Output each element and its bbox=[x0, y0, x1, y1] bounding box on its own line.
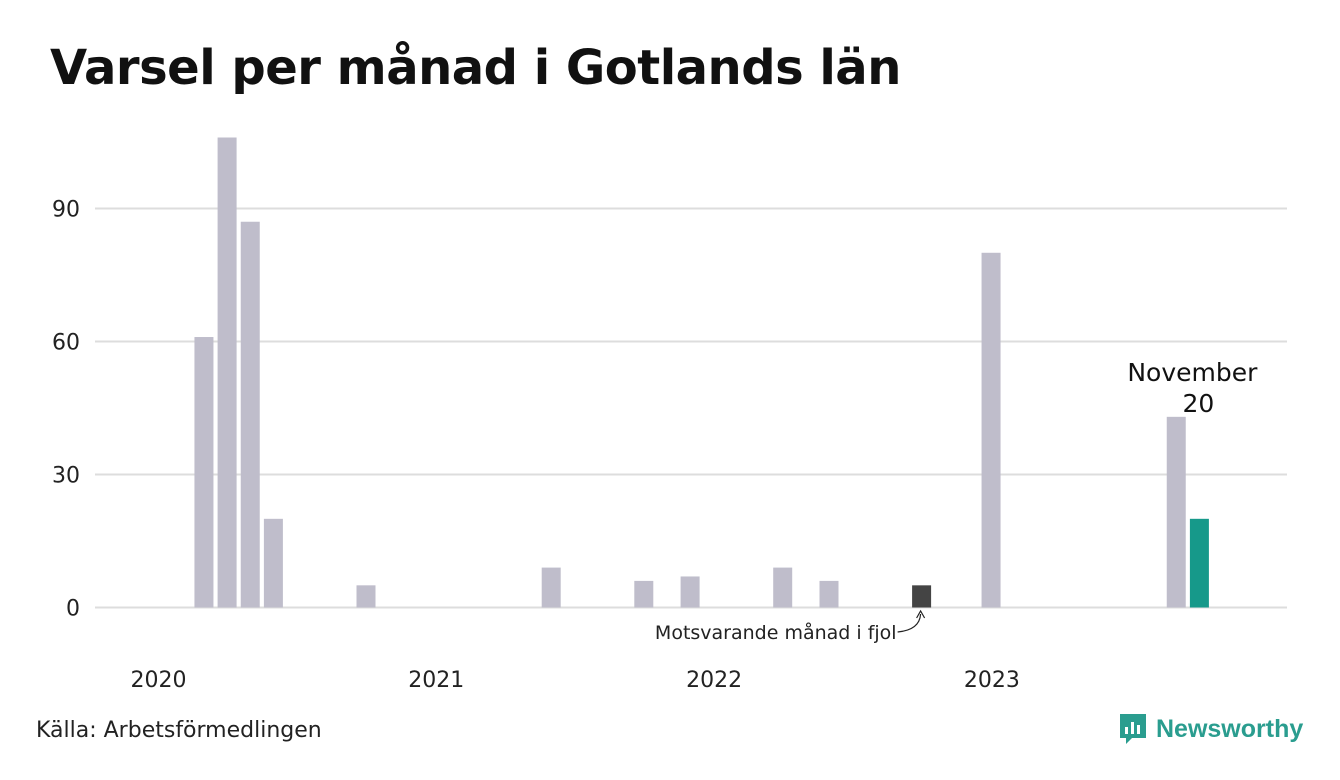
bar-2023-02 bbox=[981, 252, 1001, 608]
bar-2022-11 bbox=[912, 585, 932, 608]
bar-2023-11 bbox=[1189, 518, 1209, 608]
y-axis-ticks: 0 30 60 90 bbox=[52, 197, 80, 621]
bar-2020-11 bbox=[356, 585, 376, 608]
source-note: Källa: Arbetsförmedlingen bbox=[36, 718, 322, 743]
bar-2022-07 bbox=[819, 580, 839, 608]
gridlines bbox=[95, 207, 1287, 609]
x-tick-label: 2021 bbox=[408, 668, 464, 693]
y-tick-label: 60 bbox=[52, 330, 80, 355]
chart-title: Varsel per månad i Gotlands län bbox=[50, 40, 901, 96]
bar-2021-07 bbox=[541, 567, 561, 608]
x-tick-label: 2023 bbox=[964, 668, 1020, 693]
x-axis-ticks: 2020 2021 2022 2023 bbox=[131, 668, 1020, 693]
bar-2023-10 bbox=[1166, 416, 1186, 608]
y-tick-label: 30 bbox=[52, 463, 80, 488]
previous-year-annotation: Motsvarande månad i fjol bbox=[655, 621, 897, 644]
bar-2021-11 bbox=[634, 580, 654, 608]
annotation-arrow bbox=[897, 613, 922, 633]
brand-name: Newsworthy bbox=[1156, 714, 1304, 743]
bar-2020-05 bbox=[217, 137, 237, 608]
bar-2020-07 bbox=[263, 518, 283, 608]
highlight-value-label: 20 bbox=[1182, 389, 1214, 418]
bars bbox=[194, 137, 1209, 608]
y-tick-label: 0 bbox=[66, 597, 80, 622]
bar-2020-04 bbox=[194, 337, 214, 608]
brand-logo: Newsworthy bbox=[1118, 712, 1303, 746]
bar-2022-01 bbox=[680, 576, 700, 608]
x-tick-label: 2022 bbox=[686, 668, 742, 693]
y-tick-label: 90 bbox=[52, 197, 80, 222]
bar-2022-05 bbox=[773, 567, 793, 608]
bar-2020-06 bbox=[240, 221, 260, 608]
newsworthy-logo-icon bbox=[1120, 714, 1146, 744]
annotation-arrowhead bbox=[916, 609, 926, 619]
highlight-month-label: November bbox=[1127, 358, 1258, 387]
x-tick-label: 2020 bbox=[131, 668, 187, 693]
